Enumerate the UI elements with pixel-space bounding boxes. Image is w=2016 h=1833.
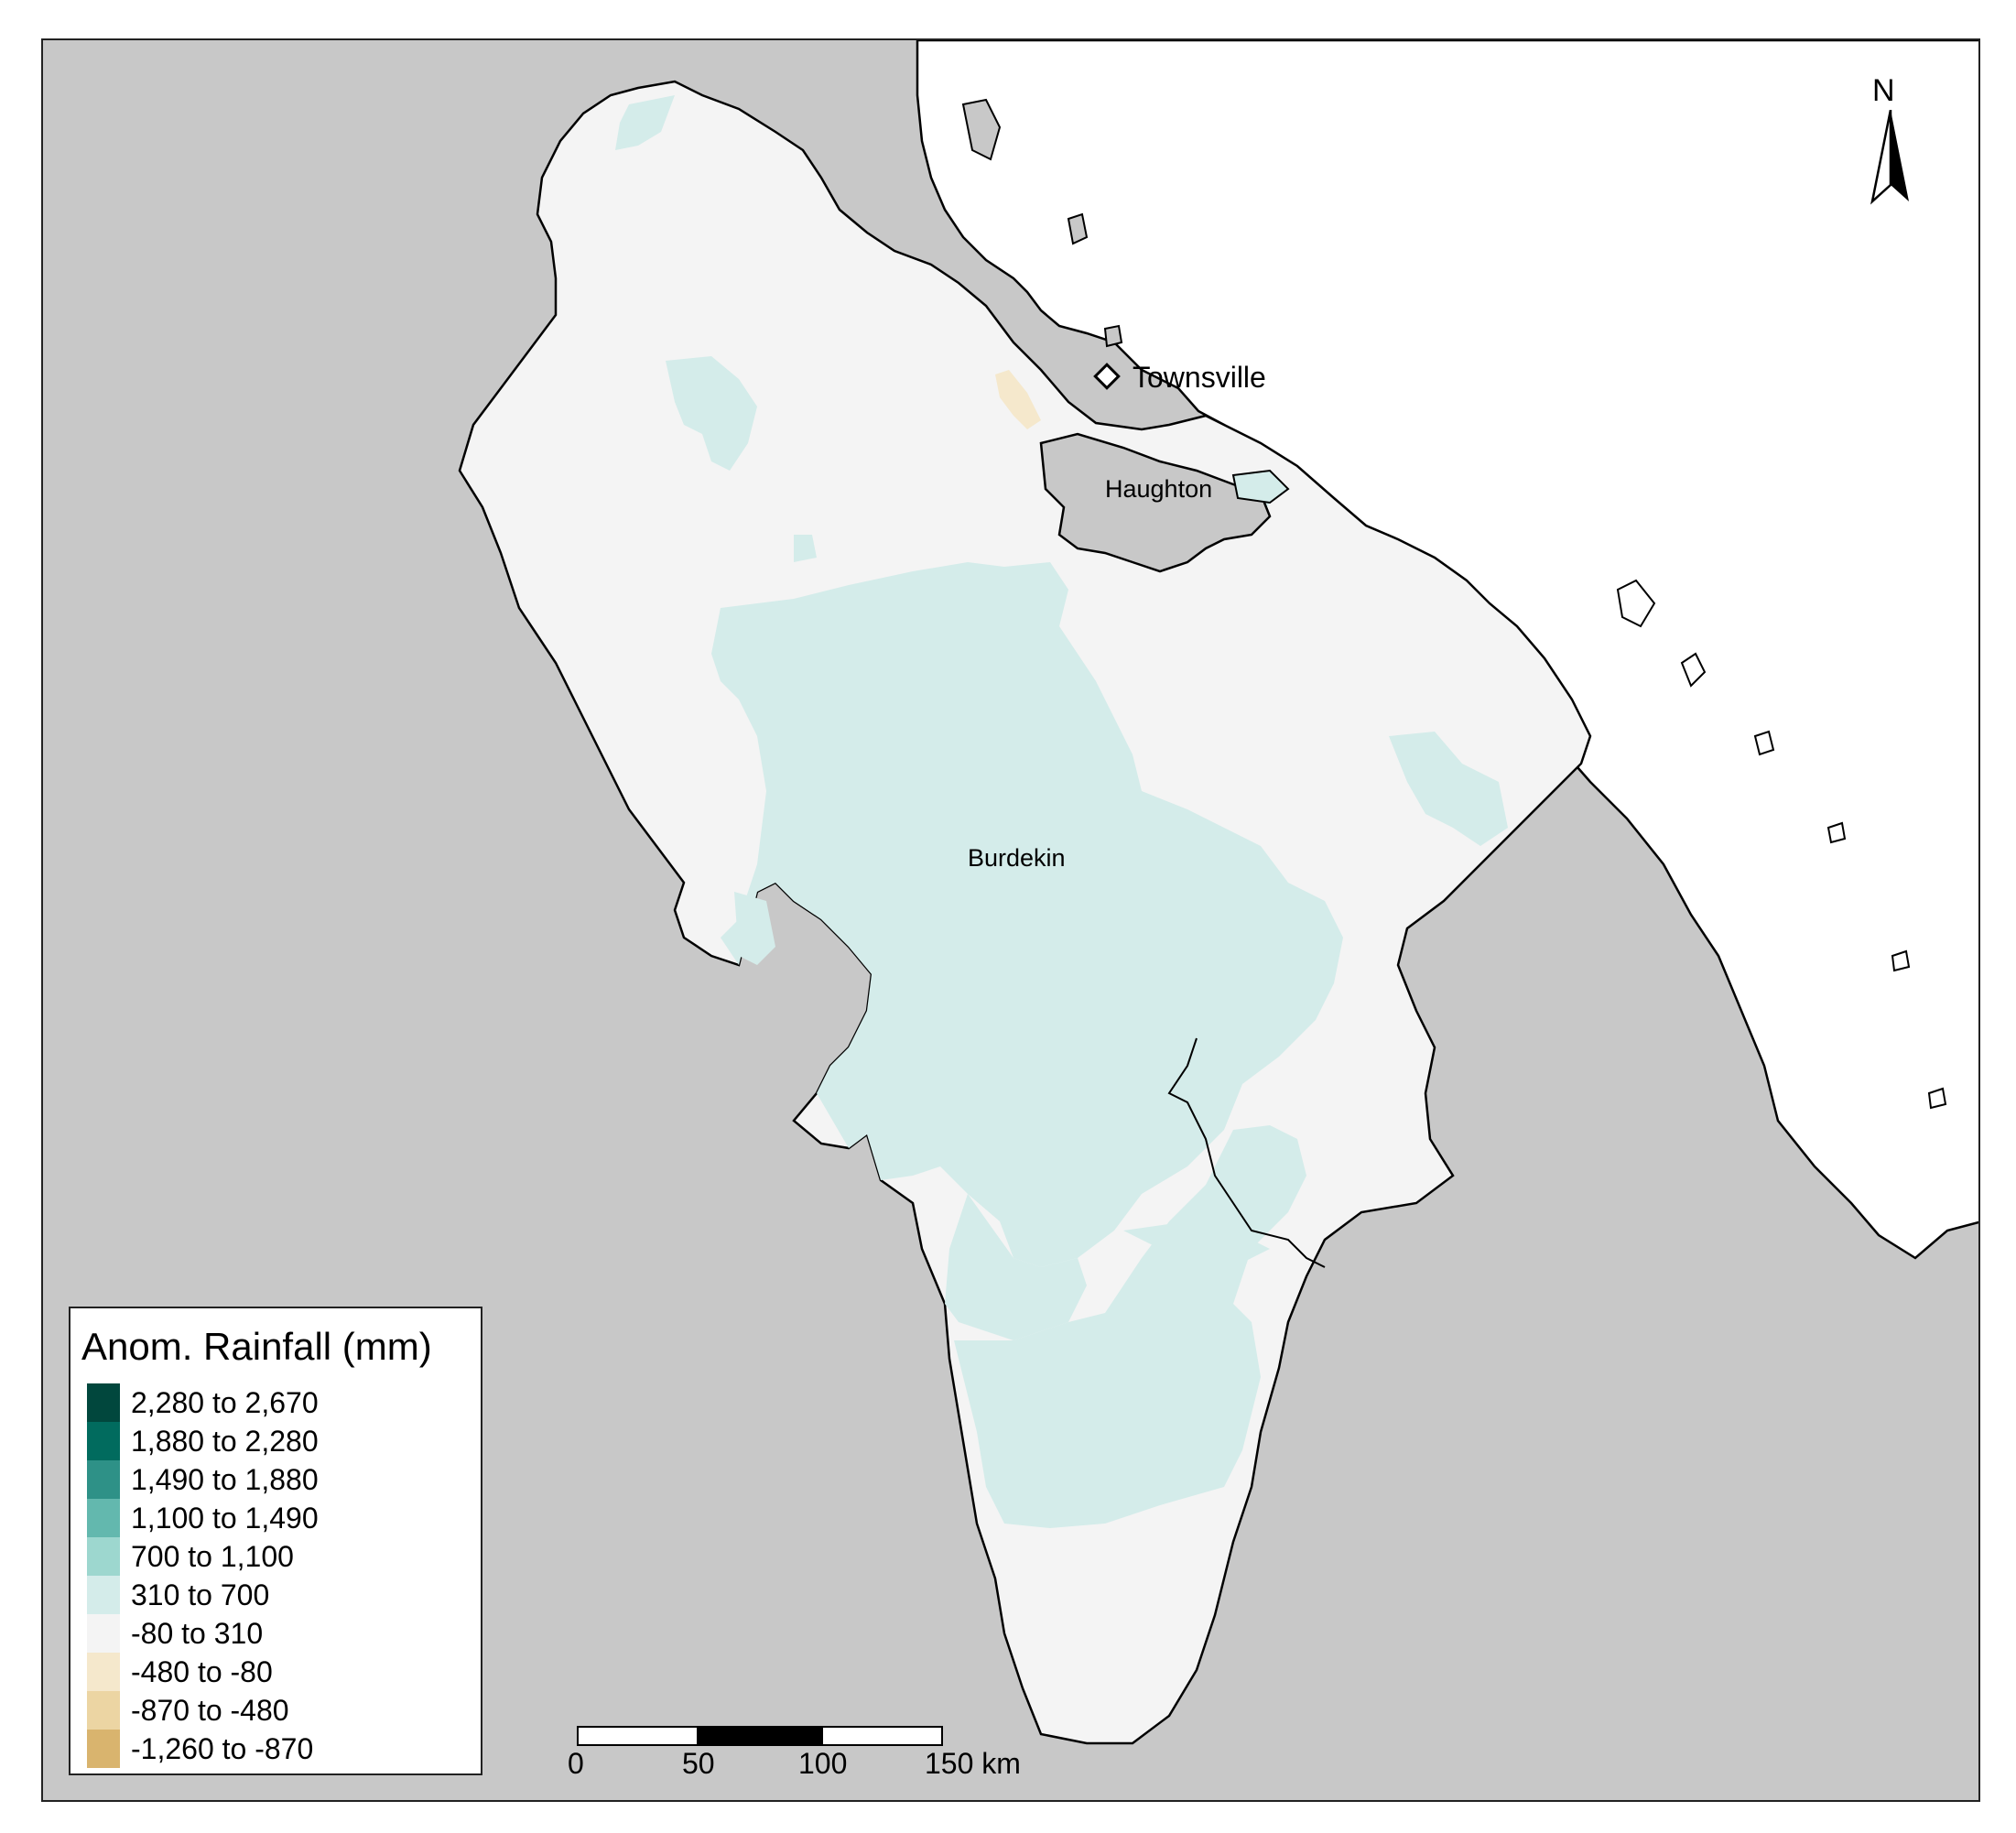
north-label: N [1872, 73, 1895, 108]
burdekin-label: Burdekin [968, 844, 1066, 872]
legend-item: 2,280 to 2,670 [87, 1383, 319, 1422]
townsville-marker[interactable] [1093, 363, 1121, 390]
legend-swatch [87, 1460, 120, 1499]
legend-label: 1,100 to 1,490 [131, 1501, 319, 1535]
legend-item: 1,880 to 2,280 [87, 1422, 319, 1460]
legend-swatch [87, 1614, 120, 1653]
legend-label: -1,260 to -870 [131, 1731, 314, 1765]
legend-label: 1,880 to 2,280 [131, 1424, 319, 1458]
scale-seg-3 [821, 1726, 943, 1746]
legend-item: -1,260 to -870 [87, 1730, 313, 1768]
legend-label: 2,280 to 2,670 [131, 1385, 319, 1419]
burdekin-river [1167, 1037, 1326, 1268]
scale-tick-50: 50 [682, 1747, 715, 1780]
legend-title: Anom. Rainfall (mm) [81, 1325, 432, 1368]
legend-item: 1,490 to 1,880 [87, 1460, 319, 1499]
scale-tick-150: 150 km [925, 1747, 1021, 1780]
legend-label: 310 to 700 [131, 1578, 270, 1611]
legend-item: -870 to -480 [87, 1691, 289, 1730]
scale-tick-100: 100 [798, 1747, 848, 1780]
legend-swatch [87, 1653, 120, 1691]
legend-swatch [87, 1730, 120, 1768]
legend-label: 700 to 1,100 [131, 1539, 294, 1573]
legend-item: -480 to -80 [87, 1653, 273, 1691]
haughton-catchment[interactable] [1039, 432, 1272, 573]
map-canvas[interactable] [43, 40, 1980, 1802]
north-arrow-icon [1870, 110, 1909, 205]
legend-item: 310 to 700 [87, 1576, 269, 1614]
legend-swatch [87, 1499, 120, 1537]
legend-swatch [87, 1537, 120, 1576]
legend-swatch [87, 1383, 120, 1422]
townsville-label: Townsville [1133, 361, 1266, 394]
haughton-label: Haughton [1105, 475, 1213, 503]
legend-label: 1,490 to 1,880 [131, 1462, 319, 1496]
legend-label: -870 to -480 [131, 1693, 289, 1727]
scale-seg-1 [577, 1726, 699, 1746]
legend-swatch [87, 1691, 120, 1730]
scale-seg-2 [699, 1726, 821, 1746]
legend-swatch [87, 1576, 120, 1614]
anomaly-310-700-zones [615, 95, 1508, 1528]
legend-item: -80 to 310 [87, 1614, 263, 1653]
scale-tick-0: 0 [568, 1747, 584, 1780]
north-arrow: N [1863, 73, 1918, 211]
haughton-positive-patch [1231, 469, 1290, 504]
legend-label: -80 to 310 [131, 1616, 264, 1650]
scale-bar [577, 1726, 943, 1746]
anomaly-negative-zone [995, 370, 1041, 429]
legend-swatch [87, 1422, 120, 1460]
legend-item: 1,100 to 1,490 [87, 1499, 319, 1537]
legend: Anom. Rainfall (mm) 2,280 to 2,670 1,880 … [69, 1307, 482, 1775]
legend-item: 700 to 1,100 [87, 1537, 294, 1576]
legend-label: -480 to -80 [131, 1654, 273, 1688]
islands [961, 98, 1947, 1110]
